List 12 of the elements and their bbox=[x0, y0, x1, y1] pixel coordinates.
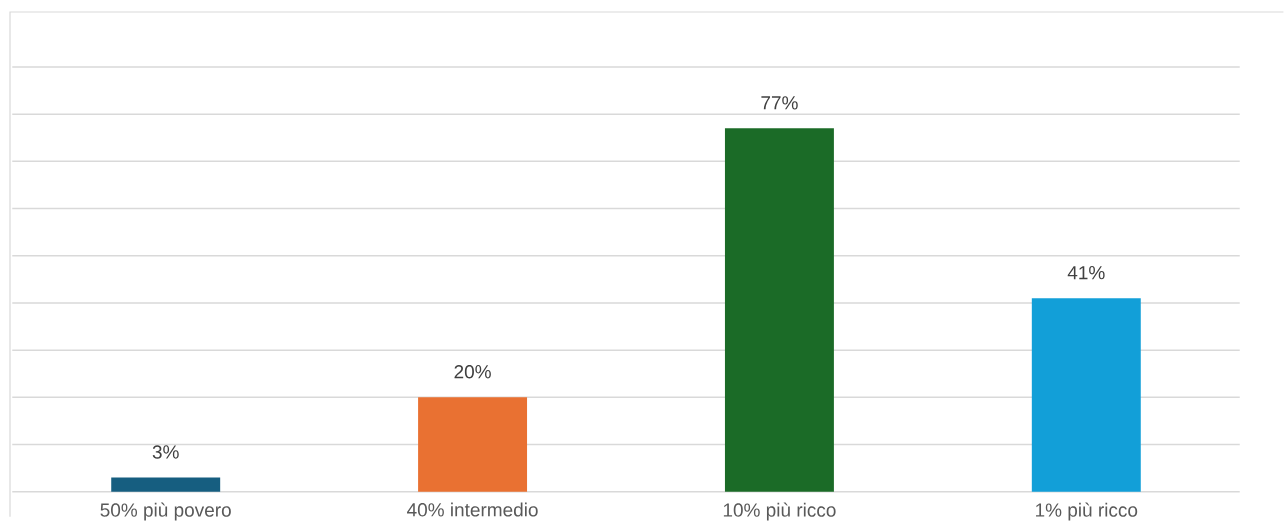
bar bbox=[111, 477, 221, 492]
x-tick-label: 50% più povero bbox=[100, 502, 231, 521]
bar bbox=[1031, 298, 1141, 492]
x-tick-label: 1% più ricco bbox=[1036, 502, 1138, 521]
x-tick-label: 10% più ricco bbox=[723, 502, 836, 521]
data-label: 77% bbox=[761, 96, 798, 110]
data-label: 41% bbox=[1067, 265, 1105, 280]
x-tick-label: 40% intermedio bbox=[407, 502, 538, 517]
bar bbox=[724, 128, 834, 492]
data-label: 20% bbox=[454, 364, 491, 379]
data-label: 3% bbox=[152, 445, 179, 459]
bar bbox=[418, 397, 528, 492]
